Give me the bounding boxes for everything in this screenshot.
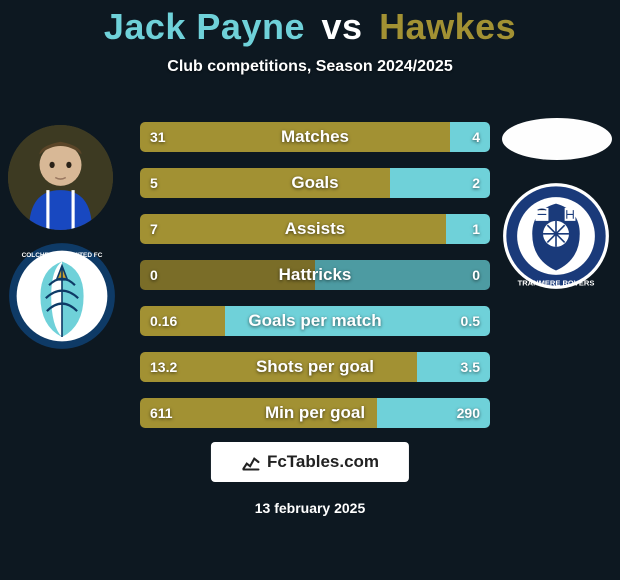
stats-bars: Matches31 4 Goals5 2 Assists7 1 Hattricks0 0 Goa… [140,122,490,444]
subtitle: Club competitions, Season 2024/2025 [0,58,620,76]
date-text: 13 february 2025 [0,500,620,516]
stat-row: Shots per goal13.2 3.5 [140,352,490,382]
stat-value-right: 1 [472,214,480,244]
brand-text: FcTables.com [267,452,379,472]
player1-name: Jack Payne [104,6,305,47]
stat-value-right: 3.5 [461,352,480,382]
stat-label: Assists [140,214,490,244]
stat-value-left: 5 [150,168,158,198]
stat-row: Hattricks0 0 [140,260,490,290]
player2-club-badge: TRANMERE ROVERS [502,182,610,290]
stat-value-right: 0.5 [461,306,480,336]
stat-label: Hattricks [140,260,490,290]
stat-label: Goals [140,168,490,198]
stat-label: Shots per goal [140,352,490,382]
brand-box[interactable]: FcTables.com [211,442,409,482]
stat-row: Goals5 2 [140,168,490,198]
stat-value-right: 4 [472,122,480,152]
stat-value-left: 611 [150,398,173,428]
brand-icon [241,452,261,472]
left-avatars: COLCHESTER UNITED FC [8,125,116,350]
stat-label: Goals per match [140,306,490,336]
stat-row: Goals per match0.16 0.5 [140,306,490,336]
player2-photo [502,118,612,160]
stat-row: Assists7 1 [140,214,490,244]
vs-text: vs [322,6,363,47]
right-avatars: TRANMERE ROVERS [502,118,612,290]
stat-value-left: 0 [150,260,158,290]
player2-name: Hawkes [379,6,516,47]
stat-row: Matches31 4 [140,122,490,152]
stat-label: Matches [140,122,490,152]
stat-value-left: 0.16 [150,306,177,336]
stat-value-left: 7 [150,214,158,244]
stat-row: Min per goal611 290 [140,398,490,428]
stat-value-right: 0 [472,260,480,290]
svg-text:TRANMERE ROVERS: TRANMERE ROVERS [518,279,595,288]
stat-value-left: 13.2 [150,352,177,382]
player1-club-badge: COLCHESTER UNITED FC [8,242,116,350]
stat-value-left: 31 [150,122,166,152]
comparison-title: Jack Payne vs Hawkes [0,0,620,48]
stat-value-right: 2 [472,168,480,198]
stat-label: Min per goal [140,398,490,428]
player1-photo [8,125,113,230]
svg-text:COLCHESTER UNITED FC: COLCHESTER UNITED FC [22,252,103,259]
stat-value-right: 290 [457,398,480,428]
